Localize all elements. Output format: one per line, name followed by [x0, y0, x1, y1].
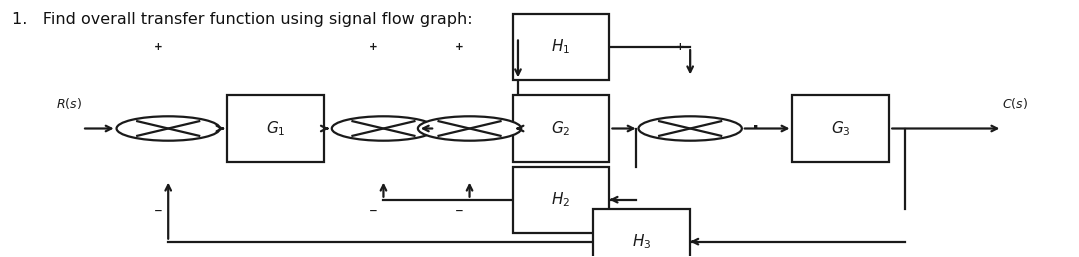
- Bar: [513, 95, 610, 162]
- Bar: [593, 209, 691, 257]
- Ellipse shape: [639, 116, 742, 141]
- Ellipse shape: [117, 116, 220, 141]
- Text: −: −: [153, 205, 162, 215]
- Text: 1.   Find overall transfer function using signal flow graph:: 1. Find overall transfer function using …: [12, 12, 473, 26]
- Text: $H_2$: $H_2$: [551, 190, 571, 209]
- Text: +: +: [153, 42, 162, 52]
- Text: ·: ·: [752, 119, 760, 138]
- Ellipse shape: [418, 116, 521, 141]
- Text: +: +: [675, 42, 684, 52]
- Bar: [513, 14, 610, 80]
- Text: −: −: [455, 205, 464, 215]
- Bar: [792, 95, 889, 162]
- Text: $H_1$: $H_1$: [551, 38, 571, 57]
- Ellipse shape: [331, 116, 435, 141]
- Text: $G_2$: $G_2$: [551, 119, 571, 138]
- Text: $H_3$: $H_3$: [632, 232, 652, 251]
- Text: +: +: [455, 42, 464, 52]
- Bar: [228, 95, 325, 162]
- Text: $C(s)$: $C(s)$: [1002, 96, 1028, 111]
- Text: $R(s)$: $R(s)$: [56, 96, 82, 111]
- Bar: [513, 167, 610, 233]
- Text: −: −: [369, 205, 378, 215]
- Text: $G_3$: $G_3$: [831, 119, 850, 138]
- Text: +: +: [369, 42, 378, 52]
- Text: $G_1$: $G_1$: [267, 119, 286, 138]
